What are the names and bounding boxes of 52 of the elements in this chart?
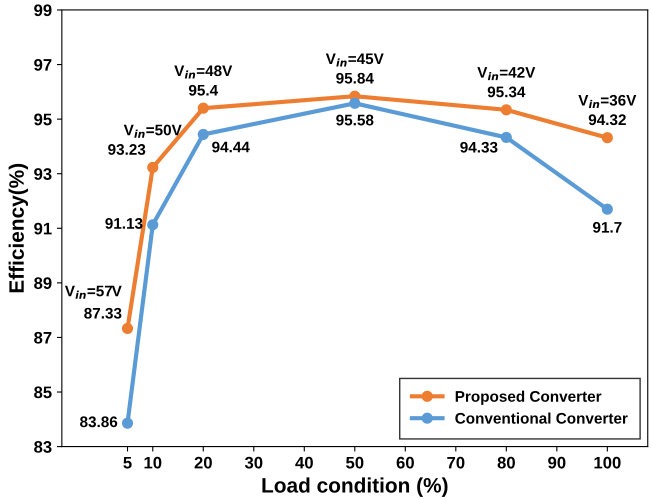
data-label: 94.33: [460, 142, 498, 153]
data-label: 87.33: [84, 308, 122, 319]
data-label: 93.23: [108, 144, 146, 155]
point: [122, 322, 134, 334]
annotation: V$_{in}$=50V: [124, 124, 182, 138]
x-tick-label: 90: [548, 456, 566, 469]
point: [147, 162, 158, 173]
annotation: V$_{in}$=42V: [477, 67, 536, 80]
y-tick-label: 83: [34, 441, 52, 453]
y-tick-label: 87: [34, 332, 52, 344]
x-tick-label: 100: [594, 456, 621, 469]
x-tick-label: 20: [194, 456, 212, 469]
y-tick-label: 91: [34, 222, 52, 234]
point: [198, 102, 209, 114]
y-tick-label: 93: [34, 168, 52, 180]
annotation: V$_{in}$=36V: [578, 94, 636, 108]
data-label: 95.58: [336, 114, 374, 126]
x-tick-label: 70: [447, 456, 464, 469]
point: [602, 204, 613, 215]
x-tick-label: 80: [498, 456, 515, 469]
x-tick-label: 30: [244, 456, 262, 469]
point: [122, 418, 134, 429]
annotation: V$_{in}$=45V: [326, 54, 384, 67]
data-label: 94.44: [212, 142, 250, 152]
point: [147, 219, 158, 230]
point: [602, 132, 613, 144]
annotation: V$_{in}$=57V: [64, 286, 122, 299]
point: [500, 104, 512, 116]
x-tick-label: 10: [144, 456, 162, 469]
data-label: 91.7: [593, 222, 622, 233]
legend-label: Proposed Converter: [456, 390, 602, 405]
data-label: 94.32: [588, 114, 626, 126]
data-label: 95.34: [488, 86, 526, 98]
legend-label: Conventional Converter: [455, 412, 628, 424]
x-axis-title: Load condition (%): [262, 477, 448, 497]
x-tick-label: 60: [396, 456, 414, 469]
point: [500, 132, 512, 143]
point: [349, 98, 360, 109]
y-tick-label: 99: [34, 4, 52, 16]
point: [198, 128, 209, 140]
y-tick-label: 89: [34, 277, 52, 290]
annotation: V$_{in}$=48V: [174, 65, 232, 79]
y-axis-title: Efficiency(%): [8, 164, 28, 292]
y-tick-label: 85: [34, 386, 52, 398]
x-tick-label: 40: [295, 456, 313, 469]
data-label: 95.84: [336, 72, 374, 84]
y-tick-label: 97: [34, 58, 52, 71]
x-tick-label: 50: [346, 456, 364, 469]
x-tick-label: 5: [123, 456, 132, 469]
data-label: 83.86: [80, 416, 118, 428]
data-label: 95.4: [188, 84, 218, 96]
y-tick-label: 95: [34, 114, 52, 126]
